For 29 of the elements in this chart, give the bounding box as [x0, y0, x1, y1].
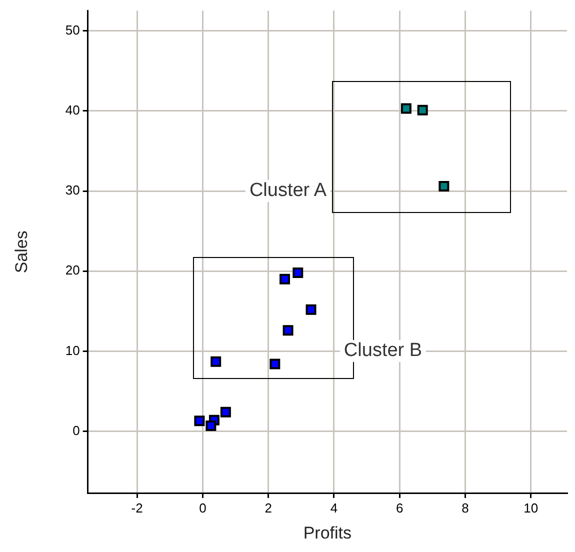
x-tick-label: -2 [131, 500, 143, 516]
x-tick-label: 0 [199, 500, 206, 516]
y-tick-label: 10 [65, 342, 80, 358]
y-tick-label: 40 [65, 102, 80, 118]
y-axis-title: Sales [12, 230, 31, 274]
point [282, 325, 294, 336]
point [270, 358, 280, 370]
point [194, 416, 205, 426]
y-tick-label: 0 [72, 422, 80, 438]
y-tick-label: 50 [65, 22, 80, 38]
point [206, 420, 216, 431]
annotation: Cluster B [340, 340, 426, 362]
annotation: Cluster A [245, 180, 331, 202]
point [400, 103, 412, 114]
x-tick-label: 8 [462, 500, 469, 516]
point [220, 406, 231, 418]
x-axis-title: Profits [303, 523, 352, 542]
x-tick-label: 2 [264, 500, 272, 516]
point [210, 356, 222, 367]
point [306, 304, 316, 315]
point [292, 267, 304, 278]
x-tick-label: 4 [330, 500, 338, 516]
y-tick-label: 20 [65, 262, 80, 278]
point [417, 104, 428, 116]
point [438, 180, 450, 192]
y-tick-label: 30 [65, 182, 80, 198]
point [280, 274, 290, 284]
x-tick-label: 6 [396, 500, 404, 516]
x-tick-label: 10 [524, 500, 538, 516]
